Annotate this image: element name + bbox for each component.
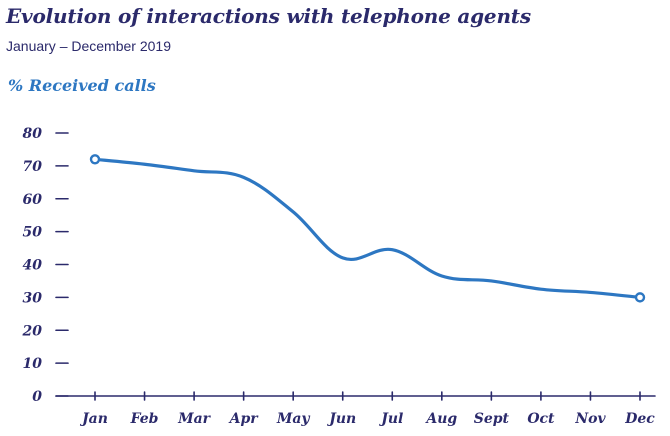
chart-subtitle: January – December 2019: [6, 38, 171, 54]
x-tick-label: Jun: [326, 411, 356, 427]
x-tick-label: May: [276, 411, 311, 427]
y-tick-label: 70: [23, 159, 43, 175]
y-tick-label: 10: [23, 356, 43, 372]
y-tick-label: 0: [32, 389, 42, 405]
data-point-dec: [634, 292, 646, 303]
y-tick-label: 50: [23, 225, 43, 241]
y-tick-label: 20: [22, 323, 43, 339]
x-tick-label: Jan: [79, 411, 108, 427]
y-tick-label: 40: [23, 258, 43, 274]
x-tick-label: Nov: [574, 411, 606, 427]
x-axis: Jan Feb Mar Apr May Jun Jul Aug Sept Oct Nov Dec: [55, 391, 656, 427]
x-tick-label: Feb: [130, 411, 159, 427]
series-line: [93, 157, 642, 299]
series-line-group: [89, 154, 646, 303]
y-axis: 0 10 20 30 40 50 60 70 80: [22, 126, 69, 405]
y-tick-label: 30: [23, 290, 43, 306]
x-tick-label: Sept: [474, 411, 510, 427]
x-tick-label: Aug: [424, 411, 457, 427]
y-tick-label: 80: [23, 126, 43, 142]
x-tick-label: Oct: [527, 411, 555, 427]
x-tick-label: Dec: [624, 411, 655, 427]
data-point-jan: [89, 154, 101, 165]
y-tick-label: 60: [23, 192, 43, 208]
x-tick-label: Apr: [228, 411, 260, 427]
x-tick-label: Jul: [378, 411, 403, 427]
y-axis-label: % Received calls: [8, 76, 156, 95]
x-tick-label: Mar: [177, 411, 212, 427]
chart-title: Evolution of interactions with telephone…: [6, 4, 531, 28]
